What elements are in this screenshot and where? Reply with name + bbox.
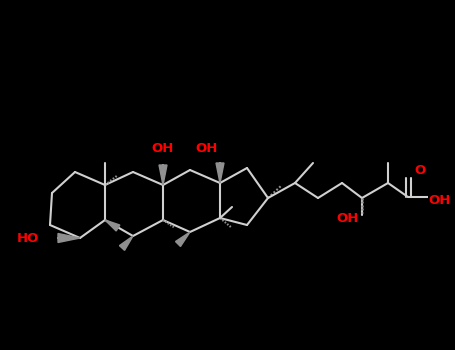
- Text: OH: OH: [152, 141, 174, 154]
- Polygon shape: [216, 163, 224, 183]
- Polygon shape: [58, 233, 80, 243]
- Polygon shape: [119, 236, 133, 250]
- Polygon shape: [105, 220, 120, 231]
- Polygon shape: [176, 232, 190, 246]
- Text: OH: OH: [429, 194, 451, 206]
- Text: HO: HO: [17, 231, 39, 245]
- Text: OH: OH: [196, 141, 218, 154]
- Text: OH: OH: [337, 211, 359, 224]
- Polygon shape: [159, 165, 167, 185]
- Text: O: O: [415, 163, 425, 176]
